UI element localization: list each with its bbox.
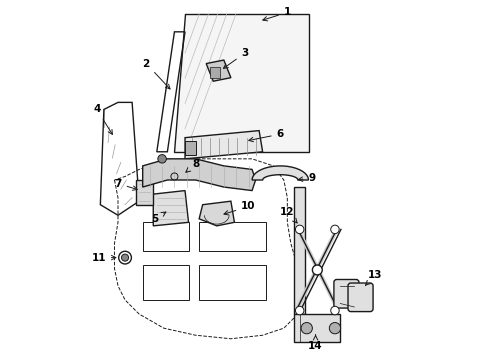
Text: 4: 4 [93, 104, 112, 134]
Text: 9: 9 [298, 173, 316, 183]
Text: 1: 1 [263, 8, 291, 21]
Polygon shape [294, 314, 340, 342]
Polygon shape [206, 60, 231, 81]
Text: 8: 8 [186, 159, 199, 172]
Text: 2: 2 [143, 59, 170, 89]
Ellipse shape [331, 306, 339, 315]
Ellipse shape [331, 225, 339, 234]
Polygon shape [294, 187, 305, 314]
Text: 6: 6 [249, 129, 284, 142]
Ellipse shape [158, 154, 166, 163]
Ellipse shape [301, 323, 313, 334]
Polygon shape [199, 201, 234, 226]
Ellipse shape [295, 306, 304, 315]
Text: 5: 5 [151, 212, 166, 224]
Ellipse shape [329, 323, 341, 334]
Text: 7: 7 [114, 179, 137, 190]
Polygon shape [136, 180, 153, 205]
Ellipse shape [295, 225, 304, 234]
Text: 3: 3 [223, 48, 248, 68]
Text: 11: 11 [91, 253, 116, 262]
Polygon shape [174, 14, 309, 152]
Text: 14: 14 [308, 335, 323, 351]
Polygon shape [210, 67, 220, 78]
Text: 12: 12 [280, 207, 297, 223]
FancyBboxPatch shape [334, 279, 359, 308]
Polygon shape [143, 159, 256, 190]
FancyBboxPatch shape [348, 283, 373, 312]
Polygon shape [185, 141, 196, 155]
Ellipse shape [313, 265, 322, 275]
Text: 10: 10 [224, 202, 256, 215]
Ellipse shape [122, 254, 128, 261]
Text: 13: 13 [366, 270, 383, 285]
Polygon shape [252, 166, 309, 180]
Polygon shape [185, 131, 263, 159]
Polygon shape [153, 190, 189, 226]
